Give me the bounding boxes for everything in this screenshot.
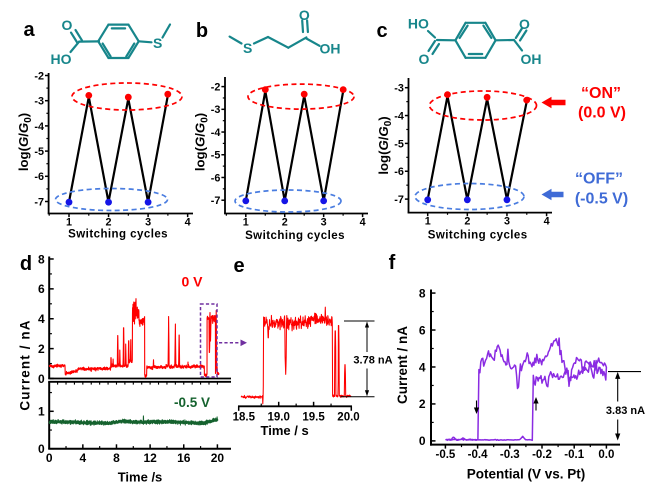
svg-text:Switching cycles: Switching cycles (428, 229, 528, 241)
svg-text:8: 8 (419, 286, 426, 300)
svg-text:-0.1: -0.1 (564, 449, 584, 461)
svg-text:-5: -5 (34, 146, 44, 158)
svg-text:-3: -3 (34, 96, 44, 108)
svg-text:Switching cycles: Switching cycles (245, 230, 345, 242)
svg-text:-7: -7 (394, 194, 404, 206)
svg-text:4: 4 (419, 360, 426, 374)
svg-text:4: 4 (79, 451, 86, 465)
svg-text:0 V: 0 V (181, 274, 203, 290)
svg-text:Time /s: Time /s (118, 470, 163, 485)
svg-text:OH: OH (521, 51, 542, 67)
svg-text:-6: -6 (34, 171, 44, 183)
svg-text:-0.5: -0.5 (435, 449, 455, 461)
svg-text:d: d (20, 253, 32, 275)
svg-text:0: 0 (38, 442, 45, 456)
svg-text:-7: -7 (211, 195, 221, 207)
svg-text:2: 2 (106, 216, 112, 228)
svg-text:Time / s: Time / s (261, 423, 309, 438)
svg-text:“OFF”: “OFF” (575, 171, 623, 188)
svg-text:OH: OH (320, 41, 341, 57)
svg-text:O: O (62, 17, 73, 33)
svg-text:20: 20 (211, 451, 225, 465)
svg-text:-4: -4 (34, 121, 44, 133)
svg-text:4: 4 (544, 216, 550, 228)
svg-text:8: 8 (113, 451, 120, 465)
svg-text:1: 1 (425, 216, 431, 228)
svg-text:-3: -3 (211, 104, 221, 116)
svg-text:16: 16 (177, 451, 191, 465)
svg-text:-2: -2 (211, 82, 221, 94)
svg-text:-3: -3 (394, 83, 404, 95)
svg-text:Potential (V vs. Pt): Potential (V vs. Pt) (467, 467, 586, 482)
svg-text:S: S (153, 35, 162, 51)
svg-text:HO: HO (408, 16, 429, 32)
svg-text:S: S (243, 40, 252, 56)
svg-text:2: 2 (282, 216, 288, 228)
svg-text:-0.5 V: -0.5 V (174, 395, 210, 410)
svg-text:12: 12 (143, 451, 157, 465)
svg-text:3.83 nA: 3.83 nA (606, 405, 645, 417)
svg-text:19.0: 19.0 (268, 412, 290, 424)
svg-text:-5: -5 (394, 138, 404, 150)
svg-text:O: O (419, 51, 430, 67)
svg-text:-5: -5 (211, 150, 221, 162)
svg-text:2: 2 (464, 216, 470, 228)
svg-text:1: 1 (38, 405, 45, 419)
svg-text:(0.0 V): (0.0 V) (578, 105, 626, 122)
svg-text:-4: -4 (211, 127, 221, 139)
svg-text:0: 0 (419, 434, 426, 448)
svg-text:(-0.5 V): (-0.5 V) (575, 191, 628, 208)
svg-text:3: 3 (321, 216, 327, 228)
svg-text:3: 3 (504, 216, 510, 228)
svg-text:“ON”: “ON” (581, 85, 621, 102)
svg-text:-7: -7 (34, 196, 44, 208)
svg-text:-2: -2 (34, 70, 44, 82)
svg-text:a: a (23, 19, 35, 41)
svg-text:-4: -4 (394, 110, 404, 122)
svg-text:1: 1 (66, 216, 72, 228)
svg-text:3: 3 (145, 216, 151, 228)
svg-text:f: f (389, 252, 396, 274)
svg-text:19.5: 19.5 (302, 412, 325, 424)
svg-text:b: b (196, 20, 208, 42)
svg-text:0: 0 (38, 372, 45, 386)
svg-text:0: 0 (46, 451, 53, 465)
svg-text:-0.3: -0.3 (500, 449, 520, 461)
svg-text:Current / nA: Current / nA (18, 319, 33, 410)
svg-text:-0.2: -0.2 (532, 449, 552, 461)
svg-text:1: 1 (243, 216, 249, 228)
svg-text:c: c (376, 20, 387, 42)
svg-text:4: 4 (360, 216, 366, 228)
svg-text:6: 6 (419, 323, 426, 337)
svg-text:4: 4 (38, 312, 45, 326)
svg-text:-6: -6 (394, 166, 404, 178)
svg-text:O: O (299, 7, 310, 23)
svg-text:-0.4: -0.4 (468, 449, 488, 461)
svg-text:0.0: 0.0 (598, 449, 614, 461)
svg-text:e: e (233, 255, 244, 277)
svg-text:Current / nA: Current / nA (395, 326, 410, 404)
svg-text:Switching cycles: Switching cycles (68, 229, 168, 241)
svg-text:8: 8 (38, 252, 45, 266)
svg-text:18.5: 18.5 (233, 412, 256, 424)
svg-text:HO: HO (51, 51, 72, 67)
svg-text:O: O (519, 16, 530, 32)
svg-text:4: 4 (185, 216, 191, 228)
svg-text:20.0: 20.0 (337, 412, 359, 424)
svg-text:6: 6 (38, 282, 45, 296)
svg-text:2: 2 (419, 397, 426, 411)
svg-text:-6: -6 (211, 172, 221, 184)
svg-text:2: 2 (38, 342, 45, 356)
svg-text:3.78 nA: 3.78 nA (353, 355, 392, 367)
